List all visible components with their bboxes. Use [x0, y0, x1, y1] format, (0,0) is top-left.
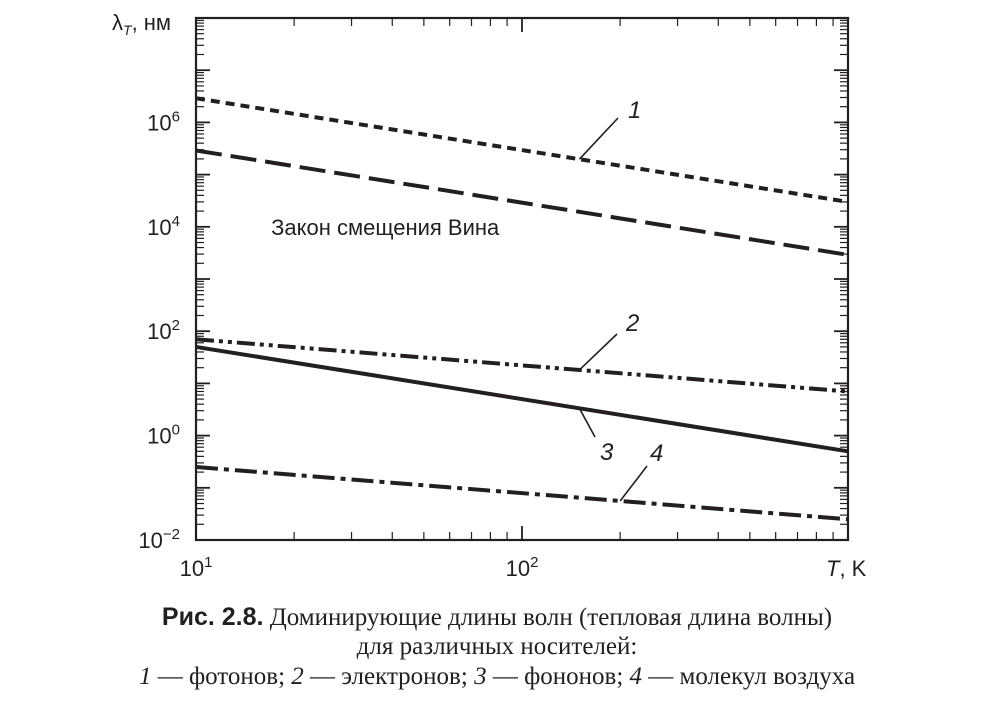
y-tick-label: 100: [147, 422, 180, 449]
caption-key-1: 1: [138, 663, 152, 690]
label-layer: 10−2 100 102 104 106 101 102 λT, нм T, K 1 2 3 4 Зако…: [112, 10, 867, 581]
y-tick-label: 10−2: [138, 526, 180, 553]
curve-label-2: 2: [625, 310, 639, 337]
plot-frame: [194, 16, 850, 542]
caption-desc-3: — фононов;: [486, 663, 630, 690]
x-tick-label: 101: [180, 554, 213, 581]
leader-line-4: [619, 465, 648, 502]
x-tick-label: 102: [506, 554, 539, 581]
leader-line-2: [578, 333, 618, 371]
curve-label-3: 3: [600, 439, 614, 466]
y-tick-label: 102: [147, 317, 180, 344]
caption-key-4: 4: [629, 663, 643, 690]
leader-line-1: [578, 117, 619, 160]
series-line-unlabeled-1: [195, 148, 849, 257]
figure-caption-legend: 1 — фотонов; 2 — электронов; 3 — фононов…: [0, 661, 994, 692]
caption-text: Доминирующие длины волн (тепловая длина …: [269, 604, 833, 631]
axis-frame: [194, 16, 850, 542]
series-line-1: [195, 96, 849, 204]
figure-caption-line-1: Рис. 2.8. Доминирующие длины волн (тепло…: [0, 602, 994, 633]
y-tick-label: 104: [147, 213, 180, 240]
wien-law-annotation: Закон смещения Вина: [271, 215, 500, 240]
y-axis-label: λT, нм: [112, 10, 171, 38]
curve-label-1: 1: [628, 97, 641, 124]
caption-desc-1: — фотонов;: [151, 663, 292, 690]
curve-label-4: 4: [650, 440, 663, 467]
y-tick-label: 106: [147, 108, 180, 135]
series-line-4: [195, 465, 849, 522]
caption-desc-2: — электронов;: [303, 663, 475, 690]
leader-line-3: [578, 407, 596, 438]
series-line-2: [195, 337, 849, 394]
figure-caption-line-2: для различных носителей:: [356, 633, 638, 660]
caption-key-3: 3: [474, 663, 487, 690]
caption-key-2: 2: [291, 663, 304, 690]
series-line-3: [195, 344, 849, 454]
caption-desc-4: — молекул воздуха: [642, 663, 856, 690]
minor-ticks: [195, 18, 848, 541]
figure-number: Рис. 2.8.: [161, 603, 264, 631]
chart: 10−2 100 102 104 106 101 102 λT, нм T, K 1 2 3 4 Зако…: [112, 10, 867, 581]
series-layer: [195, 96, 849, 522]
x-axis-label: T, K: [826, 556, 867, 581]
